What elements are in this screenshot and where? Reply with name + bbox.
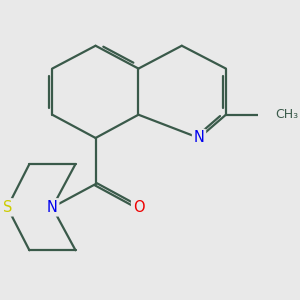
Text: CH₃: CH₃ xyxy=(275,108,298,121)
Text: N: N xyxy=(47,200,58,215)
Text: O: O xyxy=(133,200,144,215)
Text: N: N xyxy=(194,130,205,146)
Text: S: S xyxy=(3,200,12,215)
